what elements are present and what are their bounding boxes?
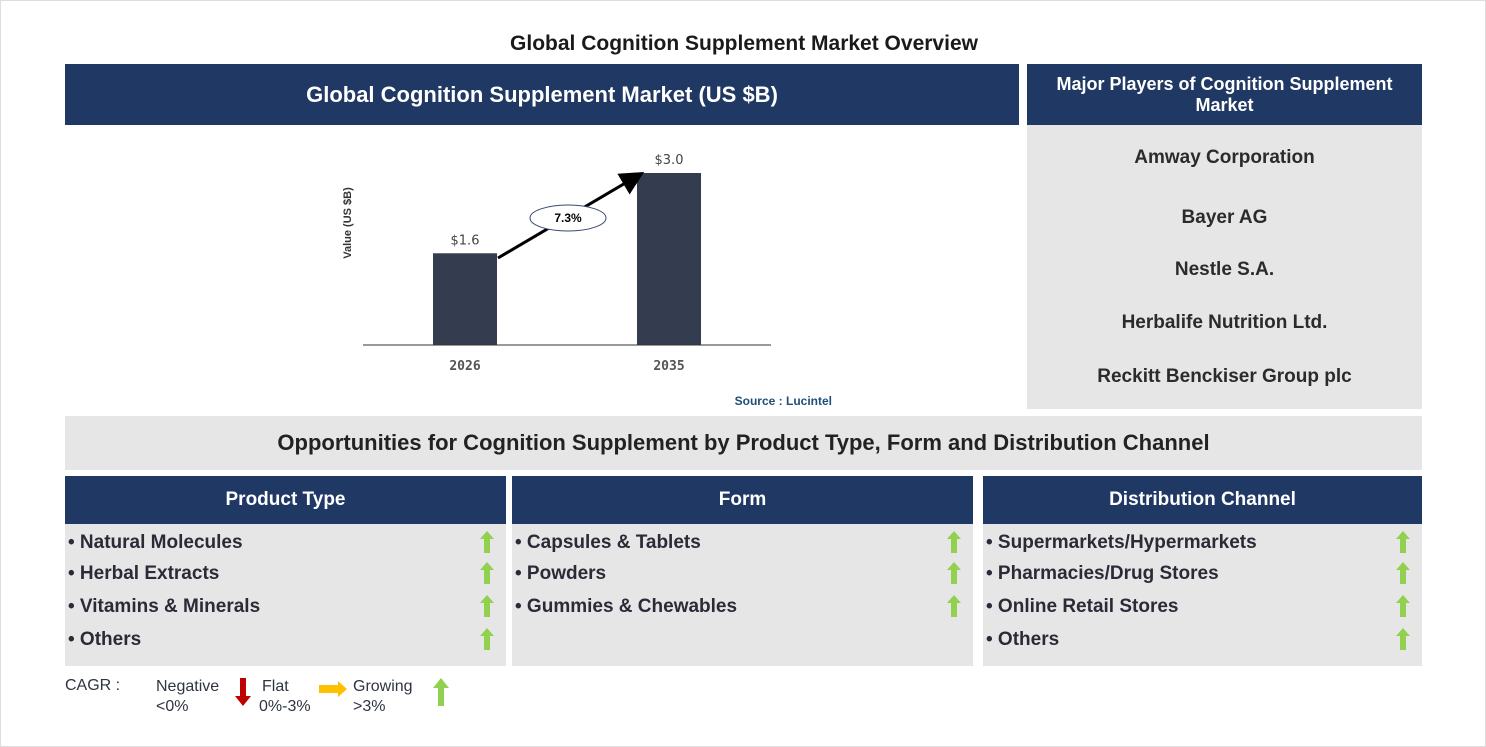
segment-item: • Others [68, 629, 142, 650]
source-label: Source : Lucintel [735, 394, 832, 408]
segment-item: • Natural Molecules [68, 532, 243, 553]
growth-up-arrow-icon [1396, 562, 1410, 584]
cagr-label: 7.3% [554, 211, 582, 225]
player-item: Reckitt Benckiser Group plc [1097, 366, 1352, 387]
cagr-ellipse [529, 204, 607, 232]
column-header: Form [512, 476, 973, 524]
segment-item: • Powders [515, 563, 607, 584]
up-arrow-icon [433, 678, 449, 706]
down-arrow-icon [235, 678, 251, 706]
data-label: $3.0 [655, 153, 684, 168]
growth-up-arrow-icon [947, 531, 961, 553]
right-arrow-icon [319, 681, 347, 697]
player-item: Nestle S.A. [1174, 259, 1275, 280]
growth-up-arrow-icon [947, 562, 961, 584]
legend-flat: Flat 0%-3% [259, 677, 311, 717]
data-label: $1.6 [451, 233, 480, 248]
segment-item: • Vitamins & Minerals [68, 596, 261, 617]
players-header: Major Players of Cognition Supplement Ma… [1027, 64, 1422, 125]
column-header: Distribution Channel [983, 476, 1422, 524]
growth-up-arrow-icon [480, 562, 494, 584]
legend-flat-label: Flat [262, 678, 289, 695]
growth-up-arrow-icon [480, 595, 494, 617]
segment-item: • Pharmacies/Drug Stores [986, 563, 1219, 584]
legend-negative-label: Negative [156, 678, 220, 695]
growth-up-arrow-icon [1396, 531, 1410, 553]
legend-flat-range: 0%-3% [259, 698, 311, 715]
growth-up-arrow-icon [480, 531, 494, 553]
x-tick-label: 2026 [449, 359, 480, 374]
player-item: Amway Corporation [1134, 147, 1315, 168]
column-body [983, 524, 1422, 666]
opportunities-title: Opportunities for Cognition Supplement b… [65, 416, 1422, 470]
bar-2035 [637, 173, 701, 345]
legend-negative: Negative <0% [156, 677, 219, 717]
growth-up-arrow-icon [480, 628, 494, 650]
bar-2026 [433, 253, 497, 345]
x-tick-label: 2035 [653, 359, 684, 374]
segment-item: • Gummies & Chewables [515, 596, 738, 617]
growth-up-arrow-icon [1396, 628, 1410, 650]
bar-chart: Value (US $B) $1.6 2026 $3.0 2035 7.3% Sour… [342, 153, 832, 408]
segment-item: • Others [986, 629, 1060, 650]
legend-negative-range: <0% [156, 698, 189, 715]
segment-item: • Herbal Extracts [68, 563, 220, 584]
column-body [65, 524, 506, 666]
player-item: Herbalife Nutrition Ltd. [1121, 312, 1328, 333]
growth-up-arrow-icon [947, 595, 961, 617]
legend-label: CAGR : [65, 677, 121, 694]
players-panel [1027, 125, 1422, 409]
segment-item: • Supermarkets/Hypermarkets [986, 532, 1257, 553]
growth-up-arrow-icon [1396, 595, 1410, 617]
market-header: Global Cognition Supplement Market (US $… [65, 64, 1019, 125]
page-title: Global Cognition Supplement Market Overv… [510, 32, 978, 55]
legend-growing: Growing >3% [353, 677, 413, 717]
column-header: Product Type [65, 476, 506, 524]
column-body [512, 524, 973, 666]
y-axis-label: Value (US $B) [342, 187, 354, 259]
player-item: Bayer AG [1181, 207, 1268, 228]
legend-growing-label: Growing [353, 678, 413, 695]
segment-item: • Capsules & Tablets [515, 532, 701, 553]
legend-growing-range: >3% [353, 698, 386, 715]
segment-item: • Online Retail Stores [986, 596, 1179, 617]
